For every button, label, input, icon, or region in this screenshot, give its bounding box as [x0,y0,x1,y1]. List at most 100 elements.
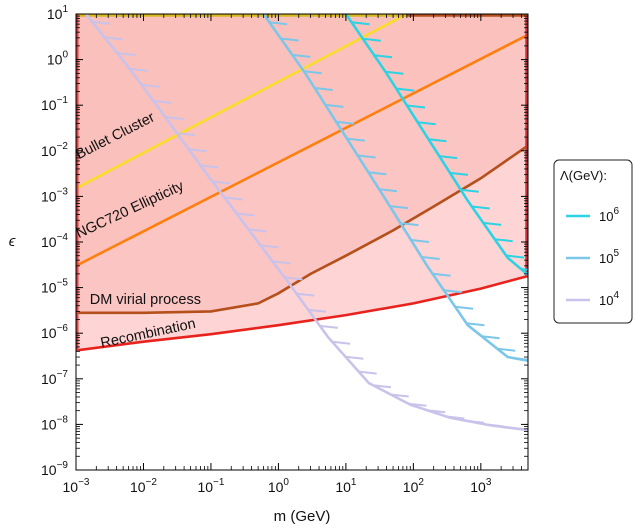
lambda-hatch-4 [164,116,184,120]
axes: 10−3 10−2 10−1 100 101 102 103 101 100 10−1 10−2 10… [9,4,529,525]
lambda-hatch-4 [345,355,364,360]
lambda-hatch-5 [325,103,344,108]
x-tick-label: 103 [470,477,492,495]
lambda-hatch-4 [372,384,392,389]
legend: Λ(GeV): 106 105 104 [553,159,633,324]
x-axis-title: m (GeV) [274,508,331,525]
lambda-hatch-4 [296,292,315,297]
lambda-hatch-5 [357,154,376,159]
lambda-hatch-6 [449,171,469,176]
lambda-hatch-4 [331,340,351,345]
region-boundary-dm-virial-process [76,144,528,315]
region-boundary-ngc720-ellipticity [76,33,528,267]
lambda-hatch-5 [410,239,430,243]
y-tick-label: 10−8 [41,414,68,432]
lambda-hatch-4 [200,164,219,169]
lambda-hatch-5 [514,357,528,361]
y-axis-title: ϵ [9,233,16,250]
legend-label: 105 [599,248,619,266]
y-tick-label: 10−5 [41,278,68,296]
lambda-hatch-4 [319,324,339,329]
lambda-hatch-4 [427,409,446,414]
lambda-hatch-6 [520,268,528,271]
y-tick-label: 10−7 [41,369,68,387]
x-tick-label: 10−2 [130,477,157,495]
region-boundary-bullet-cluster [76,14,408,190]
lambda-hatch-5 [497,347,516,352]
lambda-hatch-6 [351,21,370,26]
lambda-hatch-4 [248,228,267,233]
legend-label: 104 [599,290,619,308]
lambda-hatch-6 [439,155,458,160]
lambda-hatch-5 [481,335,500,340]
lambda-hatch-5 [368,171,387,176]
lambda-hatch-5 [421,256,440,260]
lambda-hatch-4 [390,393,409,398]
y-tick-label: 101 [47,4,69,22]
region-label-dm-virial-process: DM virial process [90,292,201,308]
x-tick-label: 100 [268,477,290,495]
lambda-hatch-6 [494,238,513,243]
lambda-hatch-4 [485,423,504,428]
lambda-hatch-4 [284,276,303,281]
lambda-hatch-4 [446,415,465,420]
y-tick-label: 10−9 [41,460,68,478]
lambda-curve-5 [262,14,528,362]
lambda-hatch-4 [176,132,196,137]
lambda-hatch-4 [104,36,123,41]
lambda-hatch-6 [373,54,393,59]
lambda-hatch-4 [505,426,524,431]
lambda-hatch-5 [454,305,474,310]
lambda-hatch-5 [346,137,366,142]
y-tick-label: 100 [47,50,69,68]
x-tick-label: 101 [335,477,357,495]
lambda-hatch-5 [432,272,451,277]
region-boundary-recombination [76,274,528,352]
lambda-hatch-6 [483,221,502,226]
lambda-hatch-4 [236,212,255,217]
lambda-hatch-6 [428,138,447,143]
lambda-hatch-4 [465,419,485,424]
lambda-hatch-6 [396,87,415,92]
lambda-hatch-5 [303,70,322,75]
y-tick-label: 10−2 [41,141,68,159]
lambda-hatch-5 [280,37,299,42]
x-tick-label: 102 [403,477,425,495]
y-tick-label: 10−6 [41,323,68,341]
lambda-hatch-6 [385,70,404,75]
lambda-hatch-4 [129,67,148,72]
lambda-hatch-4 [307,308,327,313]
legend-box [553,159,633,324]
lambda-hatch-4 [188,148,207,153]
x-tick-label: 10−3 [63,477,90,495]
lambda-hatch-4 [272,260,291,265]
lambda-hatch-6 [406,104,426,109]
y-tick-label: 10−1 [41,95,68,113]
lambda-hatch-6 [471,205,490,210]
lambda-hatch-5 [400,222,419,227]
lambda-hatch-4 [141,83,160,88]
lambda-hatch-4 [212,180,231,185]
lambda-hatch-5 [389,205,408,210]
lambda-hatch-5 [292,53,311,58]
lambda-hatch-5 [443,289,462,294]
lambda-hatch-6 [362,37,381,42]
lambda-hatch-5 [314,87,333,91]
lambda-hatch-5 [335,120,355,125]
lambda-hatch-5 [466,322,485,327]
lambda-hatch-4 [224,196,243,201]
lambda-hatch-4 [260,244,279,249]
lambda-hatch-4 [408,402,427,407]
lambda-hatch-6 [460,188,479,193]
legend-label: 106 [599,206,619,224]
lambda-hatch-5 [269,21,288,26]
lambda-hatch-4 [358,370,377,375]
legend-title: Λ(GeV): [560,168,607,183]
y-tick-label: 10−3 [41,186,68,204]
lambda-hatch-4 [91,20,111,25]
x-tick-label: 10−1 [197,477,224,495]
lambda-curve-6 [344,14,528,276]
lambda-hatch-6 [506,254,525,259]
lambda-hatch-4 [116,52,136,56]
